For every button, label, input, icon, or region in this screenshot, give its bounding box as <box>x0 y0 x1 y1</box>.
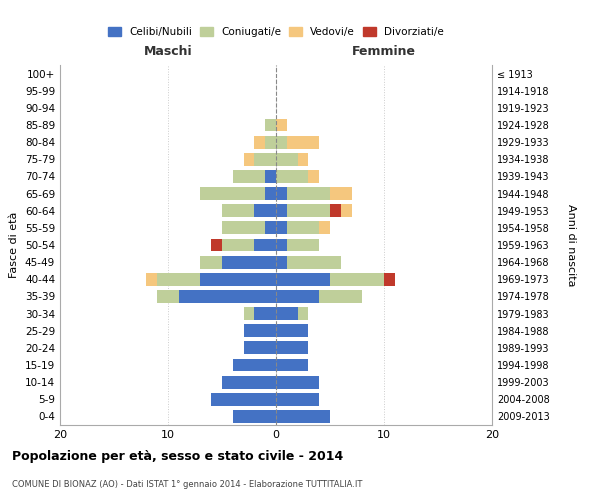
Bar <box>330 273 384 285</box>
Y-axis label: Fasce di età: Fasce di età <box>10 212 19 278</box>
Bar <box>265 170 276 183</box>
Bar <box>200 187 265 200</box>
Bar <box>244 153 254 166</box>
Bar <box>265 222 276 234</box>
Bar <box>254 136 265 148</box>
Bar <box>222 204 254 217</box>
Bar <box>222 376 276 388</box>
Bar <box>233 410 276 423</box>
Bar <box>276 153 298 166</box>
Bar <box>287 222 319 234</box>
Bar <box>233 170 265 183</box>
Bar <box>330 187 352 200</box>
Legend: Celibi/Nubili, Coniugati/e, Vedovi/e, Divorziati/e: Celibi/Nubili, Coniugati/e, Vedovi/e, Di… <box>105 24 447 40</box>
Bar <box>222 222 265 234</box>
Bar <box>298 153 308 166</box>
Bar <box>276 358 308 372</box>
Bar <box>308 170 319 183</box>
Bar <box>276 307 298 320</box>
Text: Popolazione per età, sesso e stato civile - 2014: Popolazione per età, sesso e stato civil… <box>12 450 343 463</box>
Bar <box>222 256 276 268</box>
Y-axis label: Anni di nascita: Anni di nascita <box>566 204 576 286</box>
Bar <box>265 118 276 132</box>
Bar <box>276 324 308 337</box>
Bar <box>287 238 319 252</box>
Bar <box>254 307 276 320</box>
Bar <box>211 238 222 252</box>
Bar <box>276 204 287 217</box>
Bar <box>276 222 287 234</box>
Bar <box>200 256 222 268</box>
Bar <box>276 393 319 406</box>
Bar <box>254 204 276 217</box>
Bar <box>254 238 276 252</box>
Bar <box>265 136 276 148</box>
Bar <box>276 290 319 303</box>
Bar <box>276 342 308 354</box>
Bar <box>276 136 287 148</box>
Bar <box>384 273 395 285</box>
Bar <box>287 187 330 200</box>
Bar <box>319 290 362 303</box>
Bar <box>244 307 254 320</box>
Bar <box>330 204 341 217</box>
Bar <box>222 238 254 252</box>
Bar <box>298 307 308 320</box>
Bar <box>200 273 276 285</box>
Bar <box>276 238 287 252</box>
Bar <box>287 204 330 217</box>
Bar <box>276 410 330 423</box>
Bar <box>287 256 341 268</box>
Text: Maschi: Maschi <box>143 45 193 58</box>
Text: Femmine: Femmine <box>352 45 416 58</box>
Bar <box>276 273 330 285</box>
Bar <box>233 358 276 372</box>
Bar <box>157 273 200 285</box>
Bar <box>157 290 179 303</box>
Bar <box>265 187 276 200</box>
Bar <box>244 324 276 337</box>
Bar <box>244 342 276 354</box>
Bar <box>341 204 352 217</box>
Bar <box>211 393 276 406</box>
Bar <box>276 376 319 388</box>
Bar <box>276 187 287 200</box>
Bar <box>276 170 308 183</box>
Bar <box>287 136 319 148</box>
Text: COMUNE DI BIONAZ (AO) - Dati ISTAT 1° gennaio 2014 - Elaborazione TUTTITALIA.IT: COMUNE DI BIONAZ (AO) - Dati ISTAT 1° ge… <box>12 480 362 489</box>
Bar <box>276 118 287 132</box>
Bar <box>276 256 287 268</box>
Bar <box>146 273 157 285</box>
Bar <box>254 153 276 166</box>
Bar <box>319 222 330 234</box>
Bar <box>179 290 276 303</box>
